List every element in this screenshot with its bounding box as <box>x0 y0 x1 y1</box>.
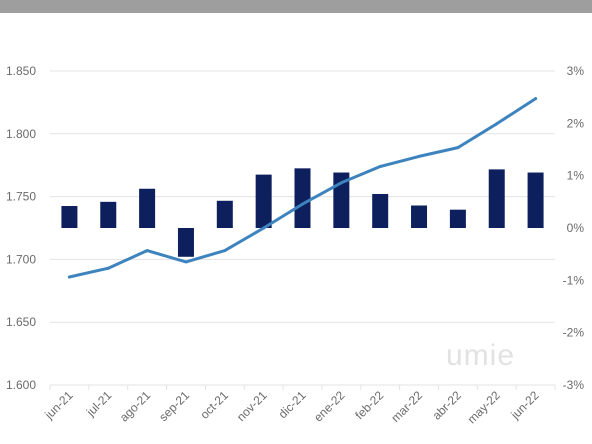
top-bar <box>0 0 592 13</box>
bar <box>255 174 272 228</box>
line-point <box>339 181 343 185</box>
right-tick-label: 3% <box>567 64 585 78</box>
x-tick-label: mar-22 <box>388 388 425 425</box>
right-tick-label: 2% <box>567 116 585 130</box>
x-axis-ticks: jun-21 jul-21 ago-21 sep-21 oct-21 nov-21 dic-… <box>41 385 556 426</box>
x-tick-label: jul-21 <box>83 388 115 420</box>
line-point <box>495 122 499 126</box>
line-point <box>106 266 110 270</box>
right-tick-label: 0% <box>567 221 585 235</box>
x-tick-label: nov-21 <box>234 388 270 424</box>
bar <box>372 193 389 228</box>
left-tick-label: 1.700 <box>6 252 36 266</box>
x-tick-label: dic-21 <box>276 388 309 421</box>
line-point <box>145 249 149 253</box>
bar <box>294 168 311 228</box>
right-tick-label: -1% <box>563 273 585 287</box>
line-series <box>67 97 538 279</box>
bar <box>527 172 544 228</box>
bar <box>61 206 78 228</box>
line-point <box>67 275 71 279</box>
bar <box>216 200 233 228</box>
right-tick-label: -2% <box>563 326 585 340</box>
x-tick-label: may-22 <box>465 388 503 426</box>
right-tick-label: -3% <box>563 378 585 392</box>
line-point <box>184 260 188 264</box>
x-tick-label: abr-22 <box>430 388 465 423</box>
left-tick-label: 1.800 <box>6 127 36 141</box>
x-tick-label: ago-21 <box>117 388 154 425</box>
left-tick-label: 1.850 <box>6 64 36 78</box>
line-point <box>378 164 382 168</box>
left-tick-label: 1.650 <box>6 315 36 329</box>
bar <box>177 228 194 257</box>
x-tick-label: sep-21 <box>156 388 192 424</box>
right-tick-label: 1% <box>567 169 585 183</box>
left-tick-label: 1.750 <box>6 190 36 204</box>
line-point <box>301 202 304 206</box>
line-point <box>262 226 266 230</box>
x-tick-label: oct-21 <box>197 388 231 422</box>
right-axis-ticks: 3% 2% 1% 0% -1% -2% -3% <box>563 64 585 392</box>
watermark-logo: umie <box>446 339 515 372</box>
line-point <box>417 154 421 158</box>
x-tick-label: feb-22 <box>352 388 386 422</box>
line-point <box>223 249 227 253</box>
x-tick-label: jun-21 <box>41 388 75 422</box>
left-tick-label: 1.600 <box>6 378 36 392</box>
bar <box>100 201 117 228</box>
x-tick-label: jun-22 <box>508 388 542 422</box>
left-axis-ticks: 1.850 1.800 1.750 1.700 1.650 1.600 <box>6 64 36 392</box>
line-point <box>534 97 538 101</box>
x-tick-label: ene-22 <box>311 388 348 425</box>
line-point <box>456 146 460 150</box>
bar <box>449 209 466 228</box>
bar <box>139 188 156 228</box>
bar <box>411 205 428 228</box>
bar <box>488 169 505 228</box>
bar-series <box>61 168 544 257</box>
